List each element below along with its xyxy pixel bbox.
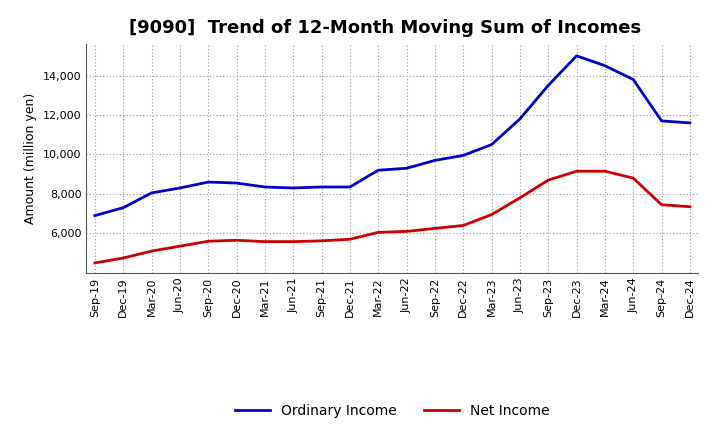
Net Income xyxy=(91,260,99,266)
Legend: Ordinary Income, Net Income: Ordinary Income, Net Income xyxy=(230,399,555,424)
Ordinary Income xyxy=(544,83,552,88)
Net Income xyxy=(119,255,127,260)
Net Income xyxy=(516,195,524,201)
Ordinary Income xyxy=(431,158,439,163)
Ordinary Income xyxy=(204,180,212,185)
Text: [9090]  Trend of 12-Month Moving Sum of Incomes: [9090] Trend of 12-Month Moving Sum of I… xyxy=(130,19,642,37)
Net Income xyxy=(487,212,496,217)
Ordinary Income xyxy=(318,184,326,190)
Net Income xyxy=(685,204,694,209)
Ordinary Income xyxy=(346,184,354,190)
Ordinary Income xyxy=(402,165,411,171)
Net Income xyxy=(261,239,269,244)
Net Income xyxy=(318,238,326,243)
Ordinary Income xyxy=(148,190,156,195)
Net Income xyxy=(148,249,156,254)
Net Income xyxy=(176,243,184,249)
Ordinary Income xyxy=(233,180,241,186)
Ordinary Income xyxy=(685,120,694,125)
Net Income xyxy=(459,223,467,228)
Ordinary Income xyxy=(629,77,637,82)
Net Income xyxy=(289,239,297,244)
Net Income xyxy=(544,177,552,183)
Ordinary Income xyxy=(91,213,99,218)
Net Income xyxy=(600,169,609,174)
Net Income xyxy=(402,229,411,234)
Y-axis label: Amount (million yen): Amount (million yen) xyxy=(24,93,37,224)
Line: Ordinary Income: Ordinary Income xyxy=(95,56,690,216)
Ordinary Income xyxy=(289,185,297,191)
Ordinary Income xyxy=(261,184,269,190)
Ordinary Income xyxy=(657,118,666,124)
Ordinary Income xyxy=(600,63,609,68)
Ordinary Income xyxy=(459,153,467,158)
Ordinary Income xyxy=(572,53,581,59)
Net Income xyxy=(629,176,637,181)
Ordinary Income xyxy=(487,142,496,147)
Ordinary Income xyxy=(516,116,524,121)
Ordinary Income xyxy=(176,185,184,191)
Net Income xyxy=(233,238,241,243)
Net Income xyxy=(657,202,666,207)
Ordinary Income xyxy=(119,205,127,210)
Net Income xyxy=(374,230,382,235)
Net Income xyxy=(431,226,439,231)
Net Income xyxy=(572,169,581,174)
Ordinary Income xyxy=(374,168,382,173)
Net Income xyxy=(204,238,212,244)
Line: Net Income: Net Income xyxy=(95,171,690,263)
Net Income xyxy=(346,237,354,242)
